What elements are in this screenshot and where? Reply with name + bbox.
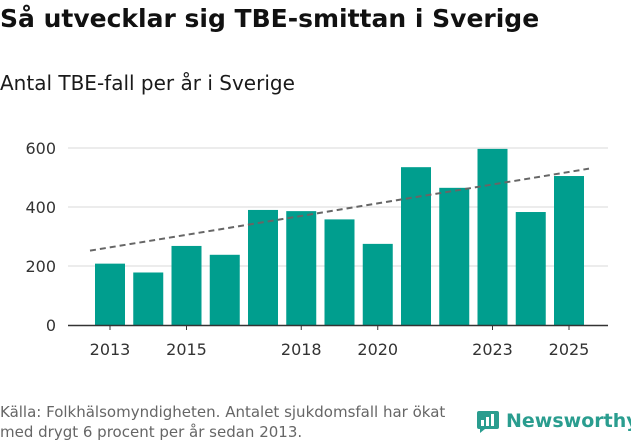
bar-chart: 0 200 400 600 2013 2015 2018 2020 2023 2025 [25,139,608,359]
bar-2017 [248,209,278,325]
trendline [89,167,590,252]
trendline-path [89,167,590,252]
bar-2018 [286,211,317,325]
chart-subtitle: Antal TBE-fall per år i Sverige [0,71,295,95]
bar-2013 [95,263,125,325]
bar-2020 [362,243,393,325]
chart-title: Så utvecklar sig TBE-smittan i Sverige [0,4,540,33]
source-note: Källa: Folkhälsomyndigheten. Antalet sju… [0,403,446,441]
bar-2016 [209,254,240,325]
y-axis-ticks: 0 200 400 600 [25,139,56,335]
x-tick-label: 2020 [357,340,398,359]
y-tick-label: 400 [25,198,56,217]
bar-2022 [439,187,470,325]
bar-2023 [477,148,508,325]
bars [95,148,584,325]
x-tick-label: 2018 [281,340,322,359]
bar-2014 [133,272,164,325]
bar-2024 [515,212,546,325]
bar-2015 [171,245,202,325]
bar-2021 [401,167,431,325]
x-tick-label: 2025 [549,340,590,359]
newsworthy-logo-text: Newsworthy [506,410,631,432]
newsworthy-logo-icon [477,411,499,433]
y-tick-label: 0 [46,316,56,335]
bar-2019 [324,219,355,325]
x-tick-label: 2023 [472,340,513,359]
newsworthy-logo[interactable]: Newsworthy [476,409,631,433]
y-tick-label: 600 [25,139,56,158]
x-tick-label: 2013 [90,340,131,359]
x-axis-ticks: 2013 2015 2018 2020 2023 2025 [90,325,590,359]
bar-2025 [554,176,584,325]
x-tick-label: 2015 [166,340,207,359]
y-tick-label: 200 [25,257,56,276]
